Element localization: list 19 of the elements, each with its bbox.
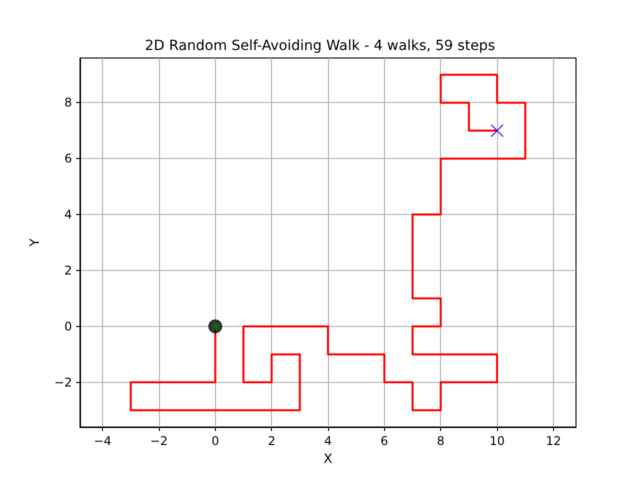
y-axis-title: Y [28, 238, 43, 248]
x-tick-label: −2 [150, 434, 168, 448]
y-tick-label: 8 [64, 96, 72, 110]
chart-title: 2D Random Self-Avoiding Walk - 4 walks, 59 steps [144, 38, 496, 54]
x-tick-label: 6 [380, 434, 388, 448]
y-tick-label: −2 [54, 375, 72, 390]
x-tick-label: 10 [489, 434, 505, 448]
y-tick-label: 0 [64, 319, 72, 334]
x-axis-title: X [324, 452, 333, 467]
x-tick-label: 4 [324, 434, 332, 448]
x-tick-label: −4 [94, 434, 112, 448]
line-series [130, 74, 526, 412]
y-tick-label: 4 [64, 208, 72, 222]
x-tick-label: 8 [436, 434, 445, 448]
y-tick-label: 6 [64, 152, 72, 166]
y-tick-label: 2 [64, 263, 72, 278]
x-tick-label: 12 [546, 434, 562, 448]
x-tick-label: 2 [268, 434, 276, 448]
x-tick-label: 0 [211, 434, 220, 448]
